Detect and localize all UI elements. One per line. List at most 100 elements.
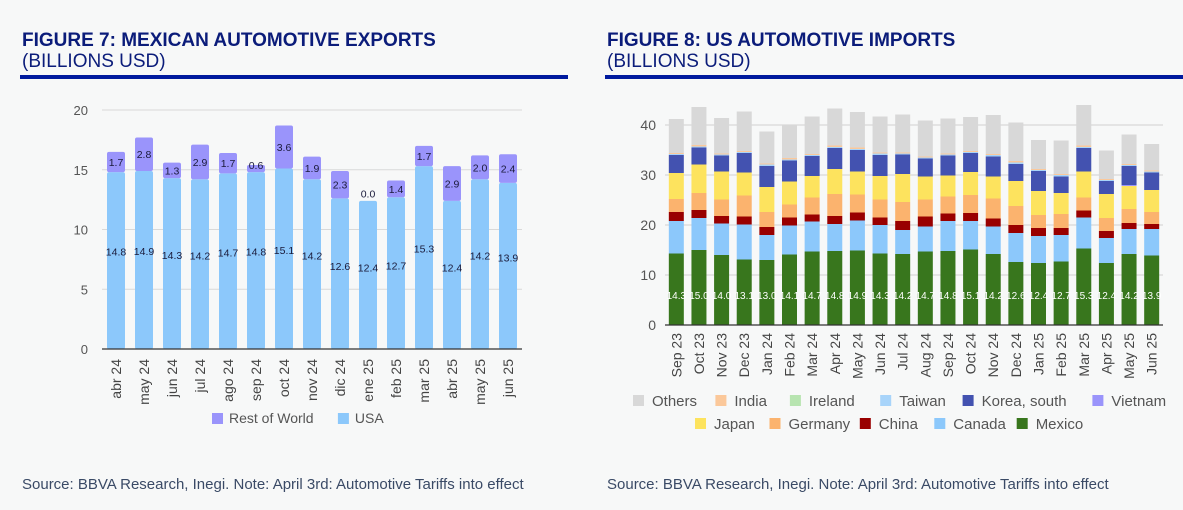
data-label-usa: 13.9 [498, 253, 519, 265]
bar-china [1144, 224, 1160, 229]
legend-label-ireland: Ireland [809, 393, 855, 410]
bar-china [1053, 228, 1069, 235]
bar-taiwan [963, 152, 979, 153]
bar-others [782, 125, 797, 158]
bar-india [714, 153, 730, 155]
data-label-mexico: 12.7 [1051, 291, 1071, 302]
bar-mexico [1031, 263, 1046, 325]
bar-usa [247, 172, 265, 349]
bar-canada [668, 221, 684, 254]
bar-japan [917, 176, 933, 200]
y-tick-label: 10 [74, 223, 88, 238]
bar-taiwan [759, 164, 775, 166]
bar-korea-south [782, 160, 797, 182]
bar-germany [714, 199, 730, 216]
figure-8-title: FIGURE 8: US AUTOMOTIVE IMPORTS (BILLION… [607, 30, 955, 72]
bar-taiwan [940, 154, 956, 156]
bar-canada [691, 218, 707, 250]
bar-china [963, 213, 979, 221]
data-label-usa: 14.2 [470, 251, 491, 263]
data-label-rest-of-world: 2.8 [137, 149, 152, 161]
x-tick-label: Jan 24 [759, 333, 775, 375]
x-tick-label: Jun 24 [872, 333, 888, 375]
data-label-mexico: 13.1 [734, 291, 754, 302]
bar-taiwan [1076, 147, 1092, 148]
bar-rest-of-world [247, 164, 265, 173]
bar-mexico [917, 251, 933, 325]
data-label-rest-of-world: 1.4 [389, 184, 404, 196]
bar-usa [443, 200, 461, 349]
legend-label-canada: Canada [953, 416, 1006, 433]
bar-korea-south [714, 155, 730, 172]
bar-rest-of-world [275, 125, 293, 169]
bar-mexico [668, 253, 684, 325]
bar-taiwan [872, 153, 888, 155]
bar-canada [872, 225, 888, 254]
x-tick-label: jul 24 [192, 359, 208, 394]
bar-taiwan [917, 157, 933, 159]
figure-8-heading: FIGURE 8: US AUTOMOTIVE IMPORTS [607, 30, 956, 51]
y-tick-label: 10 [640, 267, 656, 283]
x-tick-label: Apr 24 [827, 333, 843, 374]
bar-germany [827, 194, 843, 216]
bar-mexico [1008, 262, 1024, 325]
bar-others [1098, 150, 1114, 179]
bar-korea-south [872, 155, 888, 176]
x-tick-label: sep 24 [248, 359, 264, 401]
legend-swatch-canada [934, 418, 946, 429]
bar-india [1053, 174, 1069, 175]
x-tick-label: Sep 24 [940, 333, 956, 378]
bar-japan [1031, 191, 1046, 215]
data-label-mexico: 12.4 [1029, 291, 1049, 302]
figure-7-subtitle: (BILLIONS USD) [22, 51, 166, 72]
y-tick-label: 15 [74, 163, 88, 178]
bar-korea-south [1144, 172, 1160, 190]
bar-rest-of-world [499, 154, 517, 183]
bar-others [1053, 140, 1069, 174]
data-label-rest-of-world: 3.6 [277, 142, 292, 154]
data-label-usa: 14.9 [134, 246, 155, 258]
legend-label-china: China [879, 416, 919, 433]
bar-taiwan [1144, 171, 1160, 173]
bar-germany [1031, 215, 1046, 228]
figure-8-divider [605, 75, 1183, 79]
bar-india [1144, 170, 1160, 172]
legend-label-japan: Japan [714, 416, 755, 433]
x-tick-label: Dec 24 [1008, 333, 1024, 378]
bar-india [1121, 164, 1137, 165]
bar-rest-of-world [331, 170, 349, 199]
bar-korea-south [895, 154, 911, 174]
bar-taiwan [1008, 162, 1024, 164]
bar-rest-of-world [219, 153, 237, 174]
x-tick-label: Sep 23 [668, 333, 684, 378]
bar-vietnam [1121, 185, 1137, 186]
data-label-mexico: 15.0 [689, 291, 709, 302]
legend-swatch-others [633, 395, 644, 406]
bar-japan [782, 181, 797, 205]
x-tick-label: mar 25 [416, 359, 432, 403]
figure-7-title: FIGURE 7: MEXICAN AUTOMOTIVE EXPORTS (BI… [22, 30, 436, 72]
bar-others [1031, 140, 1046, 169]
bar-korea-south [827, 148, 843, 169]
bar-usa [331, 198, 349, 349]
bar-canada [1144, 229, 1160, 256]
bar-canada [714, 223, 730, 255]
bar-japan [759, 187, 775, 212]
data-label-rest-of-world: 1.7 [417, 151, 432, 163]
legend-swatch-usa [337, 413, 349, 424]
bar-canada [1008, 233, 1024, 262]
bar-japan [963, 172, 979, 195]
data-label-mexico: 12.6 [1006, 291, 1026, 302]
y-tick-label: 30 [640, 167, 656, 183]
data-label-usa: 14.2 [190, 251, 211, 263]
bar-japan [1098, 194, 1114, 218]
x-tick-label: Jul 24 [895, 333, 911, 371]
data-label-usa: 15.1 [274, 245, 295, 257]
data-label-usa: 12.6 [330, 261, 351, 273]
bar-canada [1098, 238, 1114, 263]
x-tick-label: dic 24 [332, 359, 348, 397]
data-label-mexico: 13.9 [1142, 291, 1162, 302]
bar-rest-of-world [191, 144, 209, 180]
bar-mexico [985, 254, 1001, 325]
x-tick-label: Jun 25 [1144, 333, 1160, 375]
